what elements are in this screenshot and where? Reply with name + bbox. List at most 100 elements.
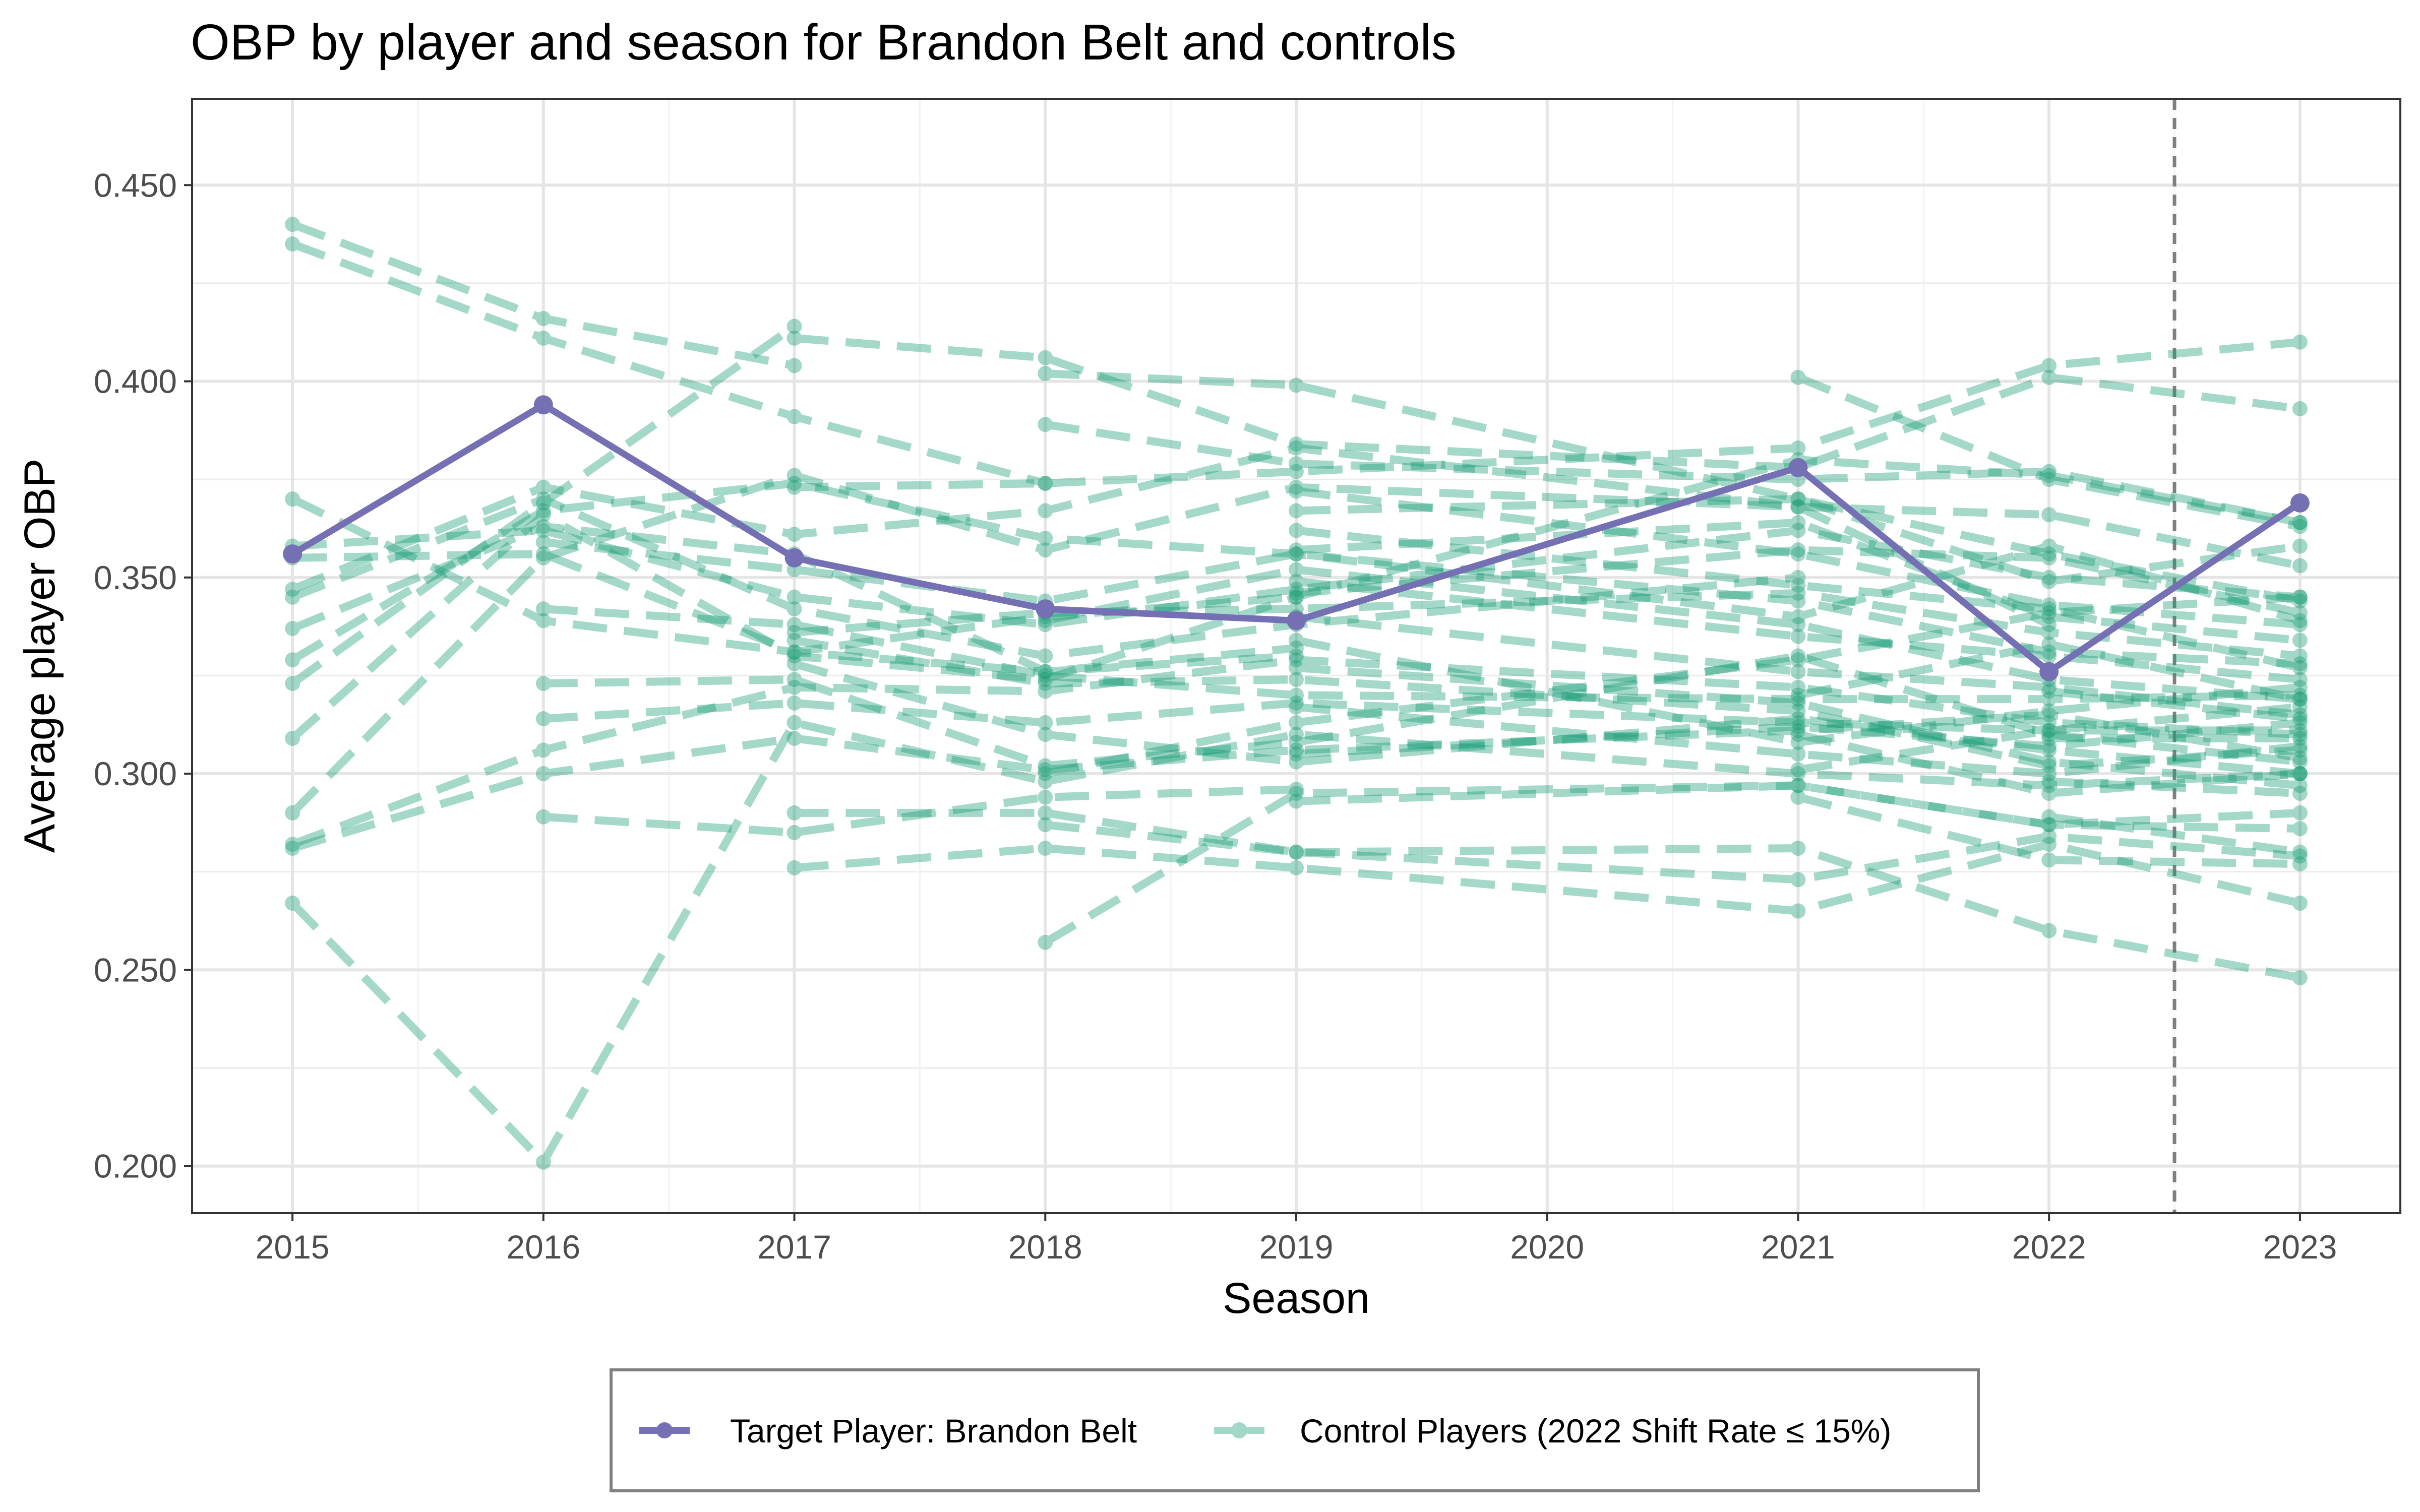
control-point: [2041, 923, 2057, 938]
control-point: [2292, 558, 2308, 574]
control-point: [786, 527, 802, 542]
control-point: [2292, 656, 2308, 672]
control-series-line: [291, 444, 2051, 628]
control-point: [786, 624, 802, 640]
control-series-51: [2041, 683, 2308, 727]
target-point: [1788, 458, 1808, 477]
control-series-15: [285, 715, 2308, 1170]
control-point: [535, 503, 551, 519]
control-point: [1038, 774, 1053, 789]
control-series-26: [786, 633, 2308, 774]
control-point: [786, 656, 802, 672]
chart-title: OBP by player and season for Brandon Bel…: [191, 14, 1457, 71]
control-point: [2041, 507, 2057, 523]
control-point: [1790, 734, 1806, 750]
control-point: [2292, 691, 2308, 707]
control-point: [535, 491, 551, 507]
control-series-line: [1296, 718, 2301, 759]
control-point: [1289, 440, 1304, 456]
control-point: [2041, 472, 2057, 487]
legend-label-target: Target Player: Brandon Belt: [730, 1412, 1137, 1450]
legend: Target Player: Brandon Belt Control Play…: [610, 1368, 1980, 1492]
control-point: [2292, 633, 2308, 648]
target-point: [2290, 493, 2310, 513]
control-series-6: [285, 440, 2057, 633]
control-series-37: [1289, 574, 2308, 687]
control-series-33: [1038, 562, 2308, 707]
control-series-1: [285, 217, 802, 373]
control-series-line: [1045, 821, 2301, 884]
control-point: [1289, 648, 1304, 664]
control-point: [1790, 695, 1806, 711]
control-point: [2041, 837, 2057, 852]
control-point: [285, 491, 300, 507]
control-point: [1038, 350, 1053, 365]
control-point: [2041, 644, 2057, 660]
control-series-27: [786, 656, 2308, 782]
control-point: [1038, 789, 1053, 805]
control-point: [1038, 664, 1053, 679]
control-point: [1038, 542, 1053, 558]
control-point: [1038, 475, 1053, 491]
control-point: [2292, 750, 2308, 766]
x-tick-label: 2015: [256, 1228, 330, 1266]
control-point: [1038, 503, 1053, 519]
control-point: [2041, 546, 2057, 562]
control-point: [786, 601, 802, 617]
control-point: [1289, 746, 1304, 762]
target-series: [283, 395, 2310, 681]
control-point: [535, 766, 551, 782]
control-point: [1289, 844, 1304, 860]
control-point: [1289, 687, 1304, 703]
control-point: [786, 679, 802, 695]
control-series-line: [543, 699, 2300, 735]
y-tick-label: 0.250: [94, 951, 177, 988]
control-point: [1289, 546, 1304, 562]
control-point: [2041, 817, 2057, 833]
control-series-line: [1296, 663, 2301, 790]
control-point: [1790, 746, 1806, 762]
control-point: [285, 652, 300, 668]
control-series-line: [1797, 640, 2301, 703]
x-tick-label: 2022: [2012, 1228, 2086, 1266]
control-point: [2292, 699, 2308, 715]
control-point: [1289, 715, 1304, 730]
control-point: [1289, 754, 1304, 770]
control-series-52: [2041, 730, 2308, 746]
control-series-43: [1289, 778, 2308, 833]
control-point: [1790, 609, 1806, 624]
control-point: [1038, 672, 1053, 687]
control-point: [2041, 785, 2057, 801]
control-point: [1289, 695, 1304, 711]
control-series-line: [1796, 373, 2301, 531]
control-point: [1790, 872, 1806, 888]
control-point: [1790, 762, 1806, 778]
control-point: [786, 409, 802, 424]
control-series-line: [1797, 703, 2301, 774]
control-point: [1790, 542, 1806, 558]
control-point: [2292, 648, 2308, 664]
control-point: [2041, 538, 2057, 554]
y-axis-title: Average player OBP: [16, 459, 64, 853]
control-point: [285, 730, 300, 746]
control-point: [2041, 809, 2057, 825]
control-point: [1038, 617, 1053, 633]
control-point: [1790, 578, 1806, 593]
control-point: [1038, 668, 1053, 683]
control-series-line: [1296, 495, 2301, 605]
control-point: [535, 550, 551, 565]
control-point: [1038, 934, 1053, 950]
x-tick-label: 2020: [1510, 1228, 1584, 1266]
control-point: [1289, 660, 1304, 675]
control-point: [535, 742, 551, 758]
control-point: [786, 319, 802, 334]
control-point: [2292, 589, 2308, 605]
control-series-layer: [285, 217, 2308, 1170]
control-point: [1790, 727, 1806, 742]
control-point: [1289, 640, 1304, 656]
control-point: [1038, 715, 1053, 730]
control-point: [2292, 766, 2308, 782]
control-point: [1038, 762, 1053, 778]
control-point: [1790, 903, 1806, 919]
x-axis-ticks: 2015 2016 2017 2018 2019 2020 2021 2022 2023: [256, 1213, 2337, 1266]
